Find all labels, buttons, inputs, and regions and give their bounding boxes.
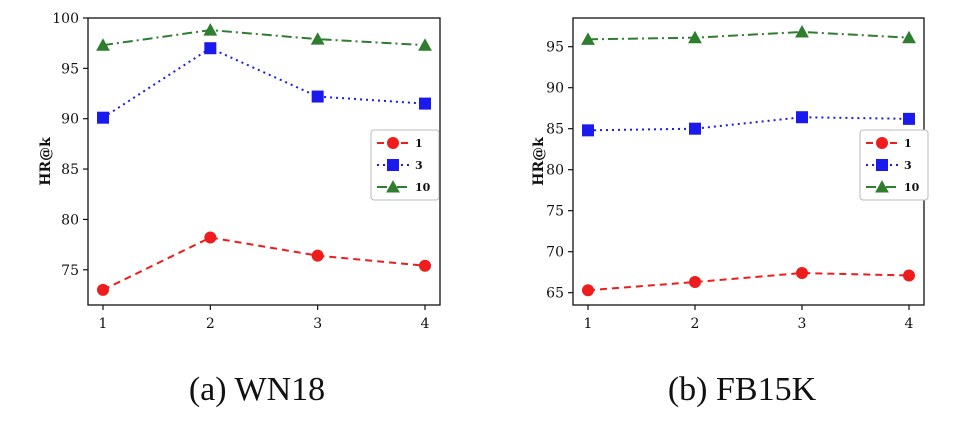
series-line-3: [587, 116, 910, 132]
legend-marker-3: [387, 159, 399, 171]
legend-box: [370, 129, 440, 201]
x-tick-label: 4: [421, 316, 430, 332]
data-point-1-1: [582, 284, 594, 297]
data-point-3-4: [903, 112, 915, 125]
legend-label-3: 3: [415, 159, 423, 172]
x-tick-label: 3: [313, 316, 322, 332]
data-point-1-3: [796, 267, 808, 280]
x-tick-label: 4: [905, 316, 914, 332]
data-point-3-3: [311, 90, 324, 103]
y-tick-label: 85: [61, 162, 79, 178]
data-point-1-4: [903, 269, 915, 282]
data-point-1-4: [419, 259, 431, 272]
data-point-3-1: [97, 111, 109, 124]
data-point-10-3: [795, 25, 809, 38]
data-point-10-4: [902, 30, 916, 44]
data-point-10-3: [310, 32, 325, 45]
data-point-1-3: [311, 249, 324, 262]
y-tick-label: 85: [546, 122, 564, 138]
data-point-10-1: [581, 32, 595, 45]
data-point-10-4: [418, 38, 432, 51]
data-point-3-2: [204, 42, 217, 55]
y-axis-label: HR@k: [531, 137, 547, 186]
y-tick-label: 100: [52, 11, 79, 27]
data-point-1-1: [97, 283, 109, 296]
y-tick-label: 80: [61, 212, 79, 228]
legend: 1 3 10: [370, 129, 440, 201]
legend-label-1: 1: [415, 137, 423, 150]
subfigure-caption: (a) WN18: [189, 371, 325, 408]
legend-label-3: 3: [904, 159, 912, 172]
chart-panel-2: 65 70 75 80 85 90 95 1 2 3 4 HR@k 1 3 10 (b) FB15K: [531, 17, 929, 408]
x-tick-label: 3: [798, 316, 807, 332]
series-line-10: [102, 29, 426, 47]
y-tick-label: 95: [61, 61, 79, 77]
legend-marker-3: [876, 159, 888, 171]
data-point-3-3: [796, 111, 808, 124]
y-tick-label: 90: [546, 81, 564, 97]
x-tick-label: 2: [691, 316, 700, 332]
legend-box: [859, 129, 929, 201]
data-point-1-2: [689, 276, 701, 289]
data-point-3-1: [582, 124, 594, 137]
y-tick-label: 95: [546, 40, 564, 56]
series-line-10: [587, 30, 910, 41]
data-point-10-2: [203, 23, 218, 36]
y-tick-label: 65: [546, 286, 564, 302]
legend-marker-10: [875, 180, 889, 193]
data-point-3-2: [689, 122, 701, 135]
data-point-3-4: [419, 97, 431, 110]
y-tick-label: 70: [546, 245, 564, 261]
y-tick-label: 90: [61, 112, 79, 128]
data-point-10-2: [688, 30, 702, 44]
legend: 1 3 10: [859, 129, 929, 201]
y-axis-label: HR@k: [38, 137, 54, 186]
data-point-1-2: [204, 231, 217, 244]
plot-frame: [87, 17, 441, 306]
x-tick-label: 2: [206, 316, 215, 332]
y-tick-label: 75: [546, 204, 564, 220]
subfigure-caption: (b) FB15K: [668, 371, 817, 408]
x-tick-label: 1: [584, 316, 593, 332]
legend-label-10: 10: [415, 181, 431, 194]
series-line-3: [102, 47, 426, 119]
chart-panel-1: 75 80 85 90 95 100 1 2 3 4 HR@k 1 3 10 (a) WN18: [38, 11, 441, 408]
legend-label-1: 1: [904, 137, 912, 150]
series-line-1: [102, 236, 426, 291]
x-tick-label: 1: [99, 316, 108, 332]
legend-marker-10: [386, 180, 400, 193]
data-point-10-1: [96, 38, 110, 51]
y-tick-label: 80: [546, 163, 564, 179]
legend-marker-1: [387, 137, 399, 149]
legend-marker-1: [876, 137, 888, 149]
legend-label-10: 10: [904, 181, 920, 194]
series-line-1: [587, 272, 910, 292]
y-tick-label: 75: [61, 263, 79, 279]
